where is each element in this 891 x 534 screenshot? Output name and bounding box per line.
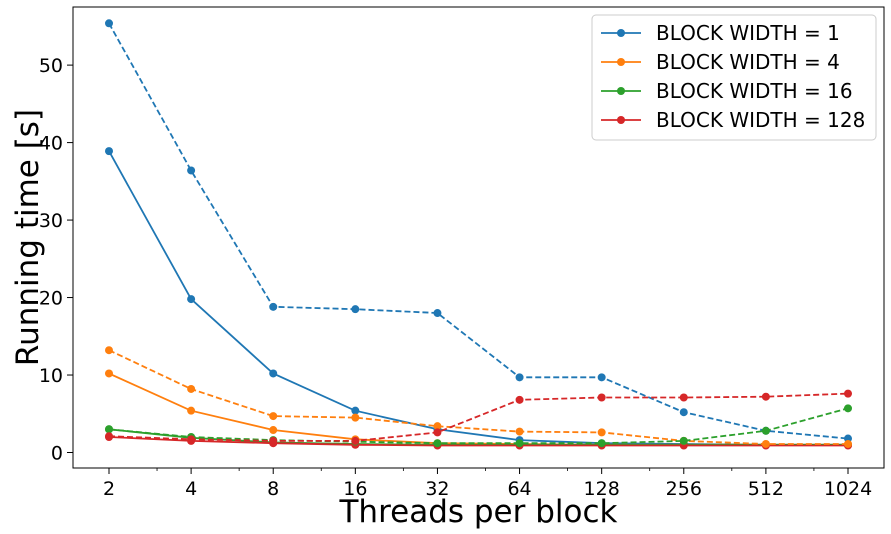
legend-box bbox=[591, 14, 877, 141]
legend-label: BLOCK WIDTH = 4 bbox=[656, 50, 840, 74]
data-point bbox=[269, 302, 278, 311]
data-point bbox=[597, 439, 606, 448]
y-axis: 0 10 20 30 40 50 bbox=[39, 55, 73, 465]
data-point bbox=[844, 389, 852, 398]
x-tick-label: 2 bbox=[103, 478, 115, 500]
data-point bbox=[351, 436, 360, 445]
data-point bbox=[761, 439, 770, 448]
x-axis-title: Threads per block bbox=[338, 494, 617, 530]
series-line bbox=[108, 407, 849, 445]
data-point bbox=[105, 147, 113, 156]
x-tick-label: 128 bbox=[584, 478, 620, 500]
data-point bbox=[433, 439, 442, 448]
data-point bbox=[187, 384, 196, 393]
y-axis-title: Running time [s] bbox=[10, 109, 46, 366]
x-axis: 2 4 8 16 32 64 128 256 512 1024 bbox=[103, 468, 872, 500]
y-tick-label: 40 bbox=[39, 133, 63, 155]
legend-marker bbox=[617, 29, 625, 37]
x-tick-label: 8 bbox=[267, 478, 279, 500]
data-point bbox=[433, 309, 442, 318]
x-tick-label: 32 bbox=[425, 478, 449, 500]
data-point bbox=[187, 435, 196, 444]
plot-frame bbox=[72, 6, 885, 469]
data-point bbox=[515, 439, 524, 448]
data-point bbox=[105, 346, 113, 355]
legend-label: BLOCK WIDTH = 128 bbox=[656, 108, 865, 132]
data-point bbox=[679, 393, 688, 402]
series-line bbox=[108, 392, 849, 442]
data-point bbox=[515, 427, 524, 436]
series-line bbox=[108, 349, 848, 445]
y-tick-label: 10 bbox=[39, 365, 63, 387]
data-point bbox=[761, 392, 770, 401]
series-dashed-5 bbox=[105, 346, 852, 448]
legend-marker bbox=[617, 116, 625, 124]
data-point bbox=[679, 436, 688, 445]
data-point bbox=[597, 428, 606, 437]
data-point bbox=[433, 428, 442, 437]
x-tick-label: 16 bbox=[343, 478, 367, 500]
data-point bbox=[844, 439, 852, 448]
y-tick-label: 50 bbox=[39, 55, 63, 77]
data-point bbox=[351, 413, 360, 422]
data-point bbox=[187, 295, 196, 304]
legend-marker bbox=[617, 87, 625, 95]
data-point bbox=[269, 369, 278, 378]
data-point bbox=[269, 412, 278, 421]
y-tick-label: 0 bbox=[51, 443, 63, 465]
data-point bbox=[105, 432, 113, 441]
data-point bbox=[269, 436, 278, 445]
series-solid-1 bbox=[105, 369, 852, 449]
data-point bbox=[269, 426, 278, 435]
data-point bbox=[351, 406, 360, 415]
x-tick-label: 512 bbox=[748, 478, 784, 500]
data-point bbox=[105, 19, 113, 28]
x-tick-label: 64 bbox=[507, 478, 531, 500]
data-point bbox=[187, 406, 196, 415]
series-solid-0 bbox=[105, 147, 852, 449]
x-tick-label: 256 bbox=[666, 478, 702, 500]
data-point bbox=[105, 369, 113, 378]
legend-label: BLOCK WIDTH = 16 bbox=[656, 79, 853, 103]
data-point bbox=[597, 373, 606, 382]
legend-entry: BLOCK WIDTH = 16 bbox=[601, 79, 853, 103]
y-tick-label: 30 bbox=[39, 210, 63, 232]
series-line bbox=[108, 22, 849, 440]
data-point bbox=[679, 408, 688, 417]
y-tick-label: 20 bbox=[39, 288, 63, 310]
legend-entry: BLOCK WIDTH = 4 bbox=[601, 50, 840, 74]
legend-marker bbox=[617, 58, 625, 66]
data-point bbox=[187, 166, 196, 175]
data-point bbox=[433, 422, 442, 431]
data-point bbox=[351, 305, 360, 314]
series-line bbox=[108, 150, 848, 446]
data-point bbox=[761, 426, 770, 435]
series-dashed-7 bbox=[105, 389, 852, 445]
legend: BLOCK WIDTH = 1 BLOCK WIDTH = 4 BLOCK WIDT… bbox=[591, 14, 877, 141]
series-line bbox=[108, 436, 848, 447]
x-tick-label: 1024 bbox=[824, 478, 872, 500]
series-layer bbox=[105, 19, 852, 450]
data-point bbox=[515, 395, 524, 404]
legend-entry: BLOCK WIDTH = 1 bbox=[601, 21, 840, 45]
data-point bbox=[597, 393, 606, 402]
legend-entry: BLOCK WIDTH = 128 bbox=[601, 108, 865, 132]
x-tick-label: 4 bbox=[185, 478, 197, 500]
data-point bbox=[515, 373, 524, 382]
data-point bbox=[844, 404, 852, 413]
legend-label: BLOCK WIDTH = 1 bbox=[656, 21, 840, 45]
data-point bbox=[105, 425, 113, 434]
